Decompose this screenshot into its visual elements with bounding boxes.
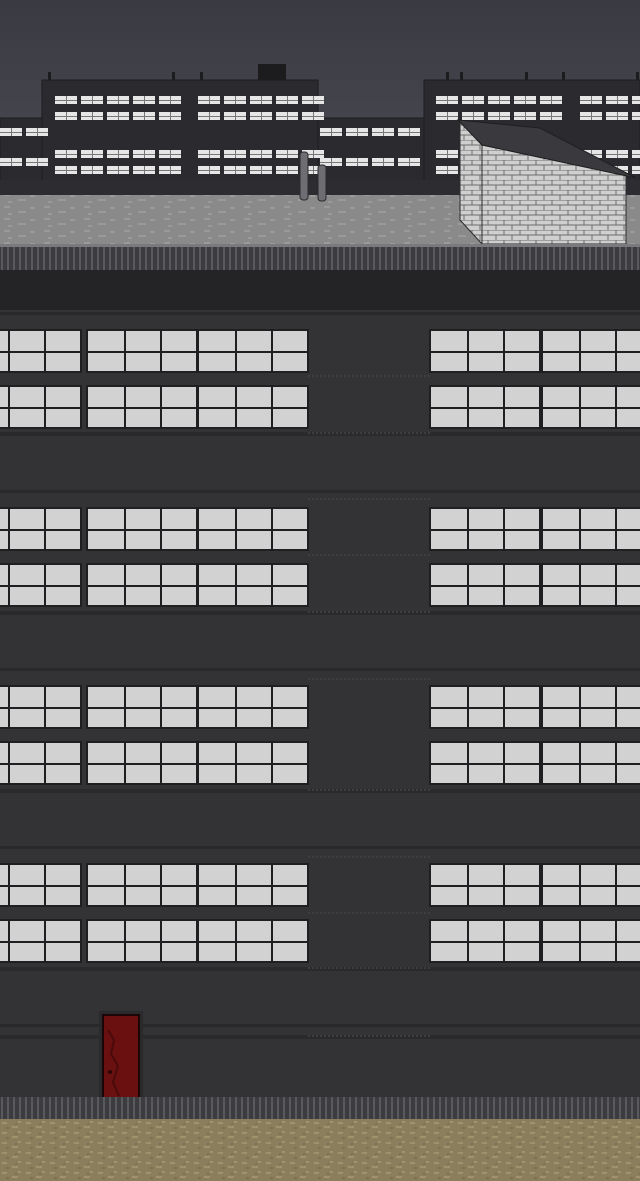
roof-railing [0, 244, 640, 270]
vent-pipe-icon [299, 151, 327, 202]
facade-line [0, 846, 640, 849]
roof-box [258, 64, 286, 80]
antenna-icon [172, 72, 175, 80]
antenna-icon [460, 72, 463, 80]
facade-details [0, 312, 640, 1039]
facade-top-band [0, 270, 640, 310]
antenna-icon [48, 72, 51, 80]
base-railing [0, 1097, 640, 1119]
facade-line [0, 668, 640, 671]
antenna-icon [636, 72, 639, 80]
antenna-icon [200, 72, 203, 80]
antenna-icon [525, 72, 528, 80]
facade-line [0, 1024, 640, 1027]
facade-line [0, 312, 640, 315]
antenna-icon [562, 72, 565, 80]
antenna-icon [446, 72, 449, 80]
window-grid [0, 329, 640, 963]
ground [0, 1119, 640, 1181]
facade-line [0, 490, 640, 493]
